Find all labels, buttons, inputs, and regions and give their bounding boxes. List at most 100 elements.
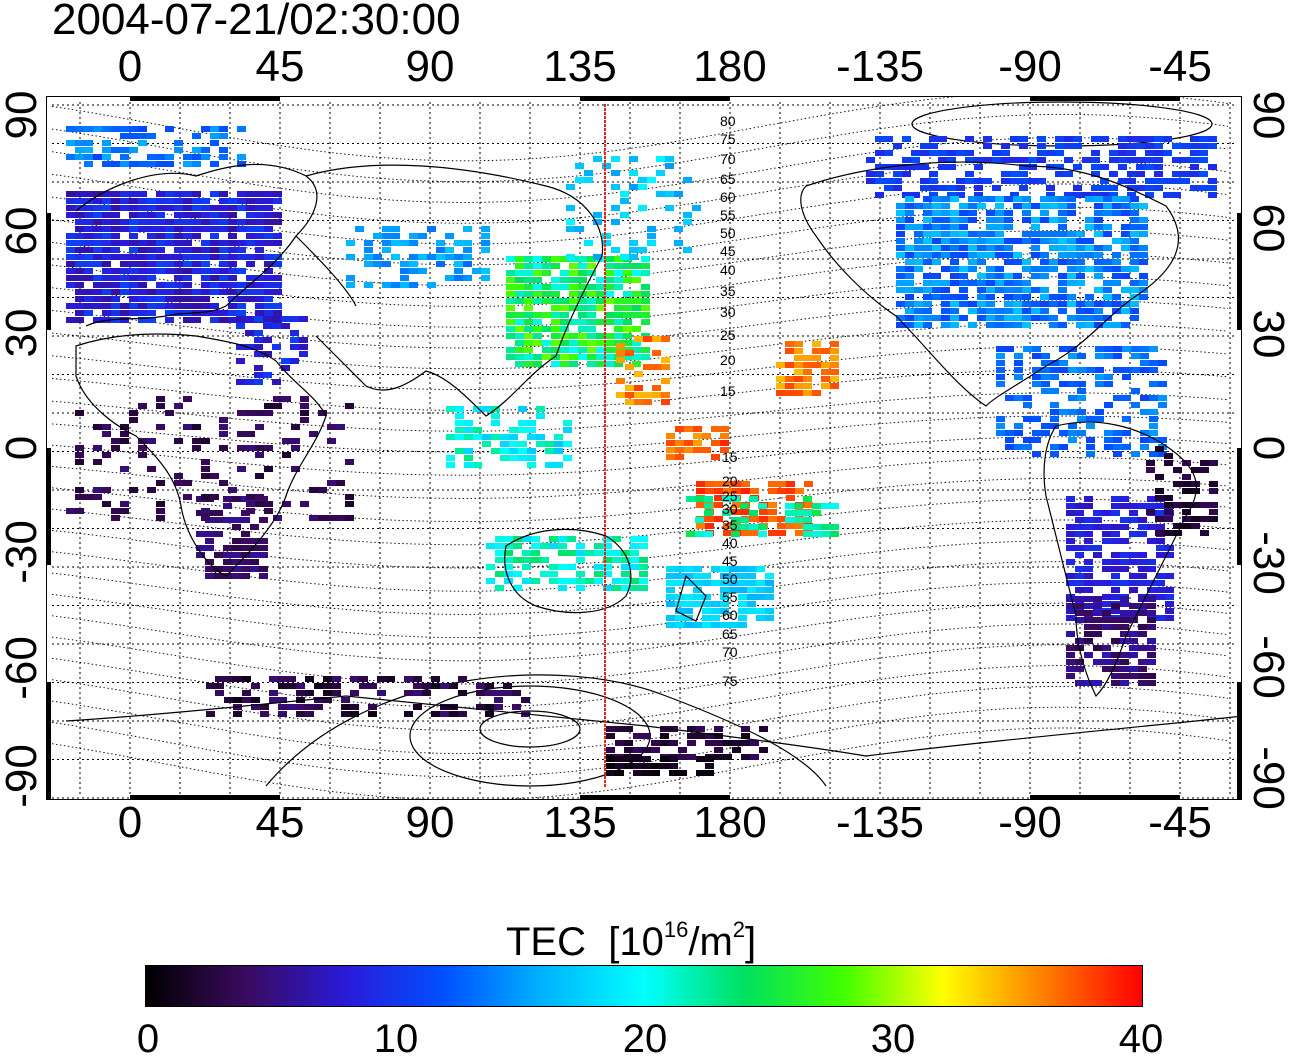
tec-cell xyxy=(454,261,463,267)
tec-cell xyxy=(75,508,84,514)
tec-cell xyxy=(593,254,602,260)
europe-coast xyxy=(75,163,357,327)
tec-cell xyxy=(156,303,165,309)
tec-cell xyxy=(1118,143,1127,149)
tec-cell xyxy=(201,268,210,274)
tec-cell xyxy=(1138,517,1147,523)
tec-cell xyxy=(264,233,273,239)
tec-cell xyxy=(1113,367,1122,373)
tec-cell xyxy=(705,763,714,769)
tec-cell xyxy=(341,711,350,717)
tec-cell xyxy=(1075,680,1084,686)
tec-cell xyxy=(605,256,614,262)
tec-cell xyxy=(1165,573,1174,579)
tec-cell xyxy=(524,277,533,283)
tec-cell xyxy=(147,275,156,281)
tec-cell xyxy=(436,254,445,260)
tec-cell xyxy=(509,441,518,447)
tec-cell xyxy=(531,543,540,549)
tec-cell xyxy=(738,587,747,593)
tec-cell xyxy=(1163,192,1172,198)
tec-cell xyxy=(254,337,263,343)
tec-cell xyxy=(821,524,830,530)
tec-cell xyxy=(1147,559,1156,565)
tec-cell xyxy=(350,690,359,696)
tec-cell xyxy=(1112,266,1121,272)
antarctica-coast xyxy=(65,695,1242,757)
tec-cell xyxy=(560,354,569,360)
tec-cell xyxy=(1111,638,1120,644)
tec-cell xyxy=(1068,395,1077,401)
tec-cell xyxy=(228,254,237,260)
tec-cell xyxy=(1066,652,1075,658)
tec-cell xyxy=(147,296,156,302)
tec-cell xyxy=(603,543,612,549)
tec-cell xyxy=(75,219,84,225)
tec-cell xyxy=(623,298,632,304)
tec-cell xyxy=(255,494,264,500)
tec-cell xyxy=(264,261,273,267)
tec-cell xyxy=(1055,150,1064,156)
tec-cell xyxy=(1209,481,1218,487)
tec-cell xyxy=(233,676,242,682)
tec-cell xyxy=(785,390,794,396)
tec-cell xyxy=(738,594,747,600)
tec-cell xyxy=(1209,488,1218,494)
tec-cell xyxy=(1050,451,1059,457)
tec-cell xyxy=(156,480,165,486)
tec-cell xyxy=(1111,594,1120,600)
tec-cell xyxy=(785,503,794,509)
tec-cell xyxy=(129,310,138,316)
tec-cell xyxy=(632,312,641,318)
tec-cell xyxy=(236,358,245,364)
tec-cell xyxy=(684,608,693,614)
tec-cell xyxy=(756,587,765,593)
tec-cell xyxy=(977,301,986,307)
tec-cell xyxy=(732,740,741,746)
tec-cell xyxy=(174,198,183,204)
tec-cell xyxy=(156,289,165,295)
tec-cell xyxy=(1023,402,1032,408)
tec-cell xyxy=(1066,596,1075,602)
tec-cell xyxy=(327,438,336,444)
tec-cell xyxy=(192,219,201,225)
tec-cell xyxy=(992,150,1001,156)
tec-cell xyxy=(183,205,192,211)
tec-cell xyxy=(629,240,638,246)
tec-cell xyxy=(968,245,977,251)
contour-label: 30 xyxy=(720,304,736,320)
tec-cell xyxy=(1094,203,1103,209)
tec-cell xyxy=(183,161,192,167)
tec-cell xyxy=(75,126,84,132)
tec-cell xyxy=(1058,322,1067,328)
tec-cell xyxy=(905,315,914,321)
tec-cell xyxy=(1075,610,1084,616)
tec-cell xyxy=(246,501,255,507)
tec-cell xyxy=(1147,638,1156,644)
tec-cell xyxy=(102,226,111,232)
tec-cell xyxy=(463,254,472,260)
tec-cell xyxy=(638,247,647,253)
tec-cell xyxy=(1163,136,1172,142)
tec-cell xyxy=(219,212,228,218)
tec-cell xyxy=(364,282,373,288)
tec-cell xyxy=(66,268,75,274)
tec-cell xyxy=(794,510,803,516)
tec-cell xyxy=(986,266,995,272)
tec-cell xyxy=(794,355,803,361)
tec-cell xyxy=(569,270,578,276)
tec-cell xyxy=(629,254,638,260)
tec-cell xyxy=(336,480,345,486)
tec-cell xyxy=(587,319,596,325)
tec-cell xyxy=(633,763,642,769)
tec-cell xyxy=(210,494,219,500)
tec-cell xyxy=(666,454,675,460)
tec-cell xyxy=(1147,587,1156,593)
bottom-lon-label: 135 xyxy=(543,798,617,847)
tec-cell xyxy=(1120,566,1129,572)
tec-cell xyxy=(941,196,950,202)
tec-cell xyxy=(445,247,454,253)
tec-cell xyxy=(192,133,201,139)
tec-cell xyxy=(1139,224,1148,230)
tec-cell xyxy=(616,378,625,384)
